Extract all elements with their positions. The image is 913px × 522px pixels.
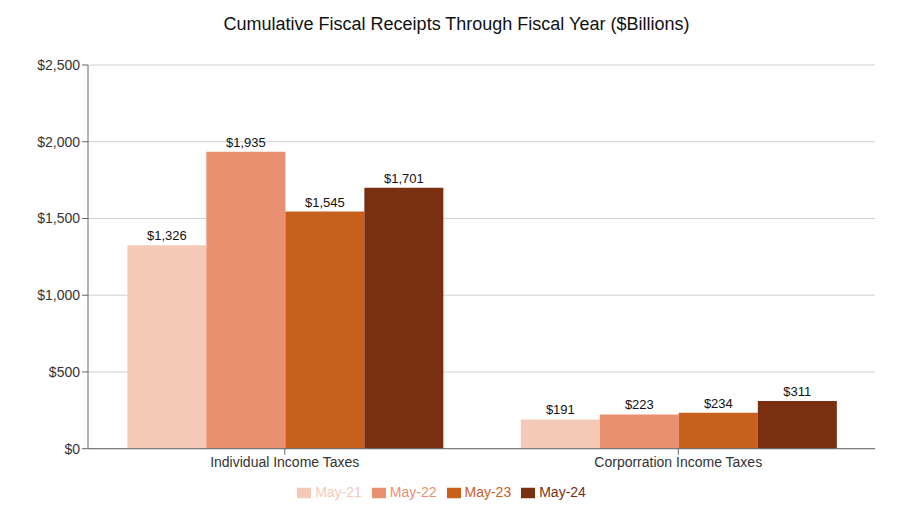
svg-text:$234: $234 [704,396,733,411]
svg-text:$1,935: $1,935 [226,135,266,150]
html-text:Cumulative Fiscal Receipts Thr: Cumulative Fiscal Receipts Through Fisca… [223,14,690,34]
svg-text:$1,500: $1,500 [37,210,80,226]
svg-text:$500: $500 [49,364,80,380]
html-text:May-22: May-22 [389,483,437,500]
svg-text:$311: $311 [783,384,811,399]
svg-text:$1,545: $1,545 [305,195,345,210]
svg-text:$0: $0 [64,441,80,457]
svg-text:$2,500: $2,500 [37,57,80,73]
svg-text:Corporration Income Taxes: Corporration Income Taxes [594,454,762,470]
svg-text:$223: $223 [625,397,654,412]
svg-text:$1,000: $1,000 [37,287,80,303]
html-text:May-23: May-23 [464,483,512,500]
svg-text:$191: $191 [546,402,575,417]
svg-text:$2,000: $2,000 [37,134,80,150]
html-text:May-21: May-21 [315,483,362,500]
html-text:May-24: May-24 [539,483,586,500]
svg-text:$1,701: $1,701 [384,171,424,186]
svg-text:$1,326: $1,326 [147,228,187,243]
svg-text:Individual Income Taxes: Individual Income Taxes [210,454,359,470]
